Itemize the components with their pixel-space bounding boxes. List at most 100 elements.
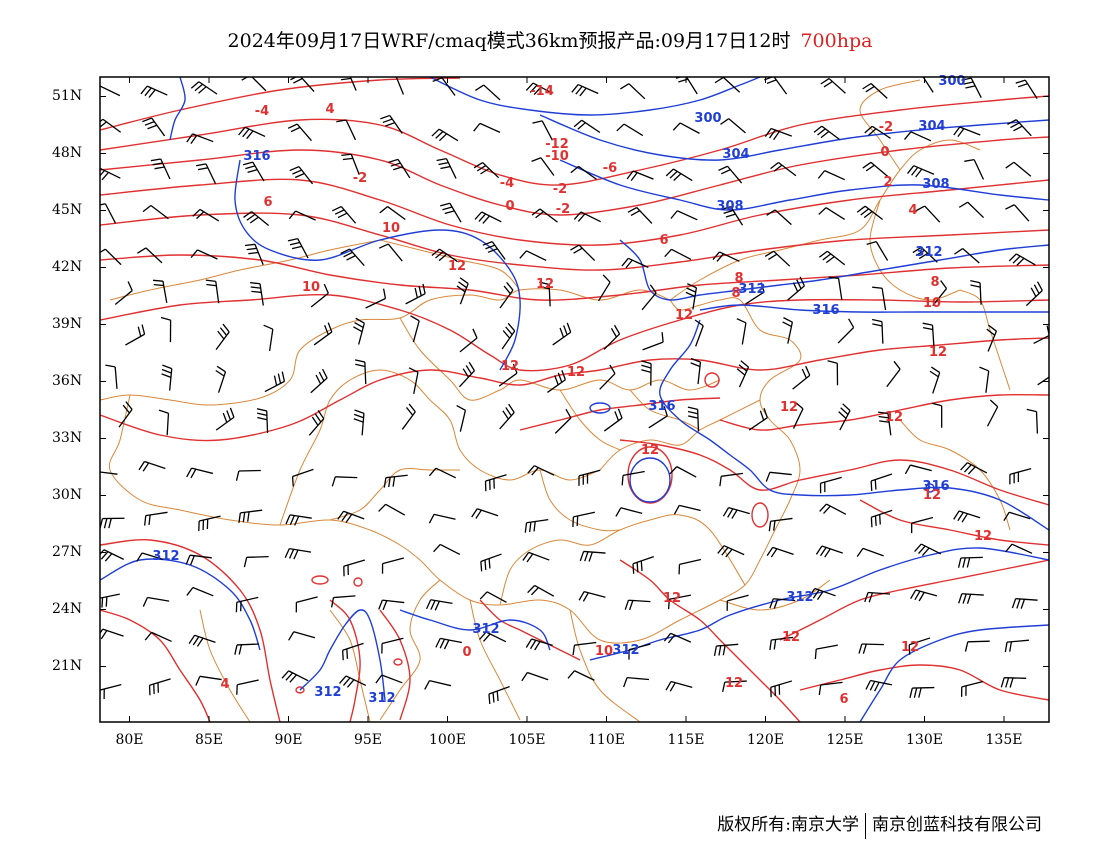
wind-barb [238, 509, 263, 523]
temperature-label: 12 [448, 259, 466, 274]
wind-barb [196, 163, 217, 184]
wind-barb [428, 467, 457, 479]
lat-tick-label: 36N [52, 372, 83, 389]
temperature-isoline [100, 136, 1049, 216]
wind-barb [365, 288, 387, 309]
wind-barb [205, 279, 220, 304]
geopotential-closed-contour [589, 402, 611, 414]
border-line [399, 317, 721, 401]
wind-barb [114, 281, 133, 306]
lat-tick-label: 48N [52, 144, 83, 161]
wind-barb [721, 206, 744, 226]
temperature-label: 6 [659, 233, 668, 248]
wind-barb [958, 201, 985, 219]
wind-barb [603, 324, 621, 350]
border-line [629, 389, 701, 431]
temperature-closed-contour [353, 577, 363, 587]
temperature-label: -4 [500, 176, 514, 191]
wind-barb [632, 556, 654, 574]
wind-barb [872, 286, 887, 311]
wind-barb [909, 686, 935, 698]
border-line [959, 289, 1011, 391]
wind-barb [817, 170, 845, 181]
lat-tick-label: 21N [52, 657, 83, 674]
wind-barb [872, 318, 884, 344]
wind-barb [960, 462, 988, 475]
temperature-isoline [379, 609, 411, 721]
wind-barb [970, 279, 982, 305]
temperature-closed-contour [295, 686, 305, 694]
temperature-label: 0 [462, 645, 471, 660]
geopotential-isoline [699, 304, 1049, 313]
wind-barb [722, 506, 750, 519]
wind-barb [770, 161, 797, 177]
geopotential-label: 316 [648, 399, 675, 414]
border-line [899, 419, 1011, 531]
wind-barb [342, 642, 364, 661]
wind-barb [815, 545, 843, 558]
wind-barb [473, 162, 500, 179]
temperature-label: 12 [567, 365, 585, 380]
geopotential-isoline [169, 77, 186, 141]
wind-barb [142, 117, 166, 137]
wind-barb [100, 549, 124, 562]
wind-barb [458, 361, 476, 388]
border-line [279, 369, 601, 526]
wind-barb [819, 503, 847, 515]
border-line [499, 514, 746, 606]
geopotential-contours [100, 77, 1049, 722]
lat-tick-label: 33N [52, 429, 83, 446]
wind-barb [910, 589, 938, 602]
wind-barb [648, 406, 668, 429]
border-line [109, 239, 381, 301]
wind-barb [383, 474, 408, 488]
wind-barb [432, 77, 456, 96]
map-title: 2024年09月17日WRF/cmaq模式36km预报产品:09月17日12时 7… [0, 26, 1100, 53]
wind-barb [718, 165, 743, 184]
lat-tick-label: 45N [52, 201, 83, 218]
temperature-label: 10 [923, 296, 941, 311]
geopotential-isoline [299, 609, 386, 701]
lat-tick-label: 39N [52, 315, 83, 332]
geopotential-isoline [659, 319, 1049, 531]
geopotential-isoline [559, 159, 1049, 211]
wind-barb [687, 406, 700, 432]
wind-barb [281, 670, 309, 683]
wind-barb [456, 277, 469, 305]
geopotential-label: 312 [786, 590, 813, 605]
wind-barb [769, 598, 796, 609]
copyright-owner: 版权所有:南京大学 [717, 815, 859, 835]
geopotential-label: 312 [612, 643, 639, 658]
wind-barb [100, 593, 120, 608]
wind-barb [100, 167, 121, 181]
wind-barb [186, 467, 214, 479]
wind-barb [289, 166, 314, 185]
geopotential-isoline [859, 624, 1049, 722]
geopotential-label: 316 [243, 149, 270, 164]
wind-barb [424, 680, 452, 690]
temperature-isoline [719, 393, 1049, 431]
wind-barb [736, 360, 750, 388]
wind-barb [979, 366, 990, 393]
wind-barb [669, 466, 697, 478]
wind-barb [188, 634, 216, 647]
wind-barb [234, 643, 260, 655]
wind-barb [766, 209, 792, 226]
wind-barb [532, 120, 554, 141]
geopotential-label: 312 [915, 245, 942, 260]
wind-barb [819, 476, 842, 494]
wind-barb [571, 83, 599, 97]
wind-barb [764, 250, 791, 267]
wind-barb [929, 366, 941, 394]
temperature-isoline [479, 599, 581, 661]
temperature-closed-contour [311, 575, 329, 585]
geopotential-isoline [429, 77, 761, 116]
wind-barb [100, 248, 122, 266]
wind-barb [922, 322, 935, 348]
border-line [379, 239, 521, 291]
geopotential-label: 312 [472, 622, 499, 637]
temperature-isoline [100, 212, 1049, 271]
wind-barb [308, 410, 325, 436]
temperature-label: 0 [505, 199, 514, 214]
wind-barb [818, 681, 843, 696]
